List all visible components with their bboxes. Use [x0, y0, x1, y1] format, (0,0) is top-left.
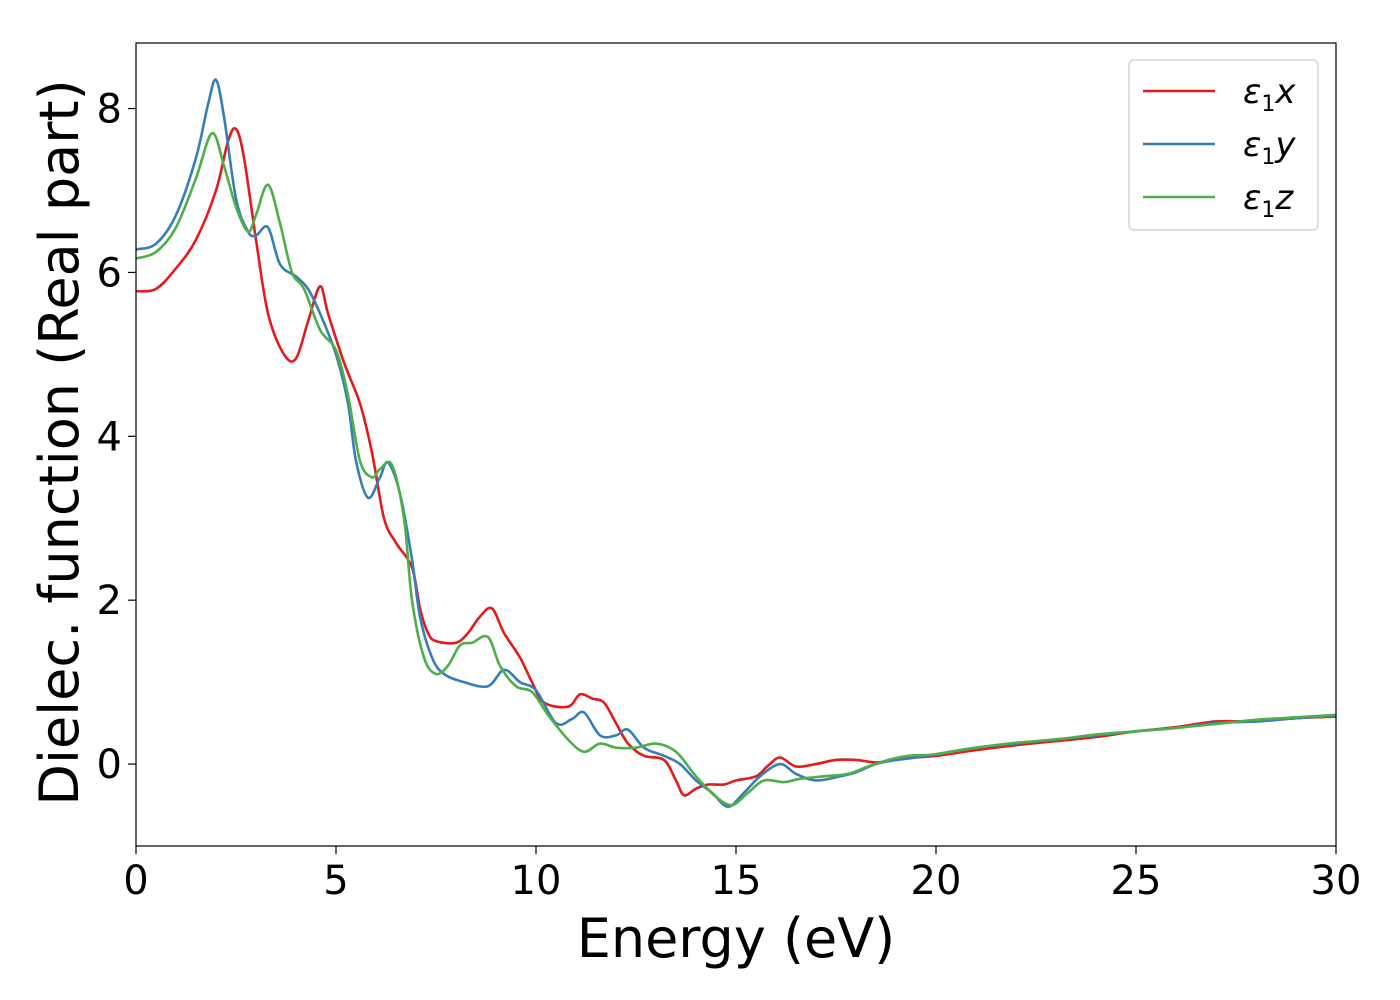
- x-tick-label: 25: [1111, 858, 1162, 904]
- legend-label-2: ε1z: [1243, 178, 1294, 223]
- y-tick-label: 4: [97, 414, 122, 460]
- y-axis-label: Dielec. function (Real part): [28, 79, 91, 805]
- legend-label-1: ε1y: [1243, 125, 1296, 170]
- x-axis: 0 5 10 15 20 25 30: [123, 846, 1361, 904]
- x-axis-label: Energy (eV): [577, 907, 896, 970]
- legend: ε1x ε1y ε1z: [1128, 59, 1319, 231]
- x-tick-label: 0: [123, 858, 148, 904]
- x-tick-label: 15: [711, 858, 762, 904]
- y-axis: 0 2 4 6 8: [97, 87, 136, 788]
- series-line-2: [136, 131, 1336, 807]
- x-tick-label: 10: [511, 858, 562, 904]
- legend-label-0: ε1x: [1243, 72, 1296, 117]
- x-tick-label: 30: [1311, 858, 1362, 904]
- y-tick-label: 8: [97, 87, 122, 133]
- legend-box: [1128, 59, 1319, 231]
- y-tick-label: 6: [97, 250, 122, 296]
- y-tick-label: 0: [97, 742, 122, 788]
- y-tick-label: 2: [97, 578, 122, 624]
- x-tick-label: 20: [911, 858, 962, 904]
- series-layer: [136, 78, 1336, 808]
- x-tick-label: 5: [323, 858, 348, 904]
